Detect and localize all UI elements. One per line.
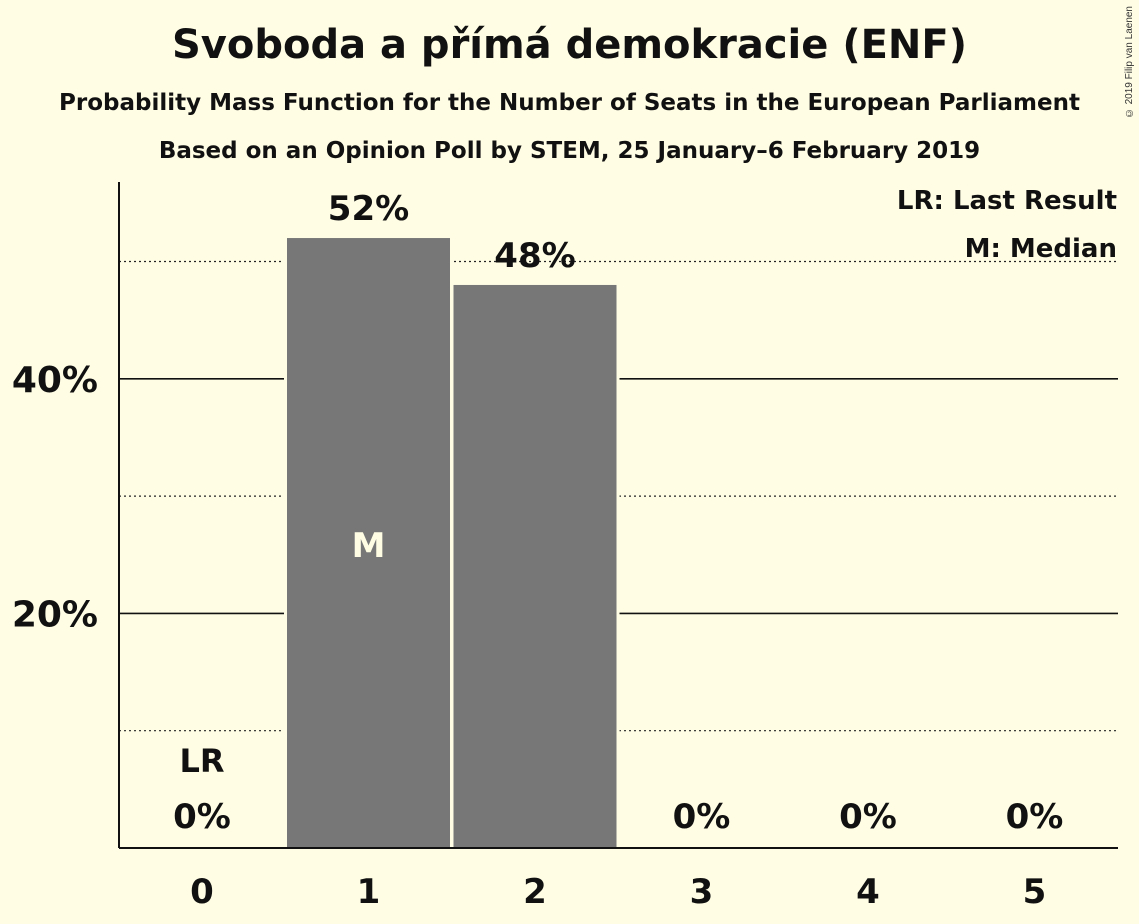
- chart-title: Svoboda a přímá demokracie (ENF): [171, 22, 968, 68]
- median-marker: M: [352, 526, 386, 566]
- value-label: 0%: [673, 797, 731, 837]
- x-tick-label: 5: [1023, 872, 1047, 912]
- legend-median: M: Median: [965, 234, 1117, 264]
- x-tick-label: 3: [690, 872, 714, 912]
- y-tick-label: 40%: [12, 360, 98, 401]
- value-label: 52%: [328, 189, 409, 229]
- x-tick-label: 2: [523, 872, 547, 912]
- value-label: 48%: [494, 236, 575, 276]
- legend-last-result: LR: Last Result: [897, 186, 1117, 216]
- x-tick-label: 0: [190, 872, 214, 912]
- x-tick-label: 1: [357, 872, 381, 912]
- y-tick-label: 20%: [12, 594, 98, 635]
- last-result-marker: LR: [179, 742, 224, 780]
- chart-subtitle: Probability Mass Function for the Number…: [59, 90, 1080, 116]
- bar: [287, 238, 450, 849]
- chart-source: Based on an Opinion Poll by STEM, 25 Jan…: [158, 138, 981, 164]
- bar: [453, 284, 617, 849]
- value-label: 0%: [173, 797, 231, 837]
- value-label: 0%: [1006, 797, 1064, 837]
- x-tick-label: 4: [856, 872, 880, 912]
- value-label: 0%: [839, 797, 897, 837]
